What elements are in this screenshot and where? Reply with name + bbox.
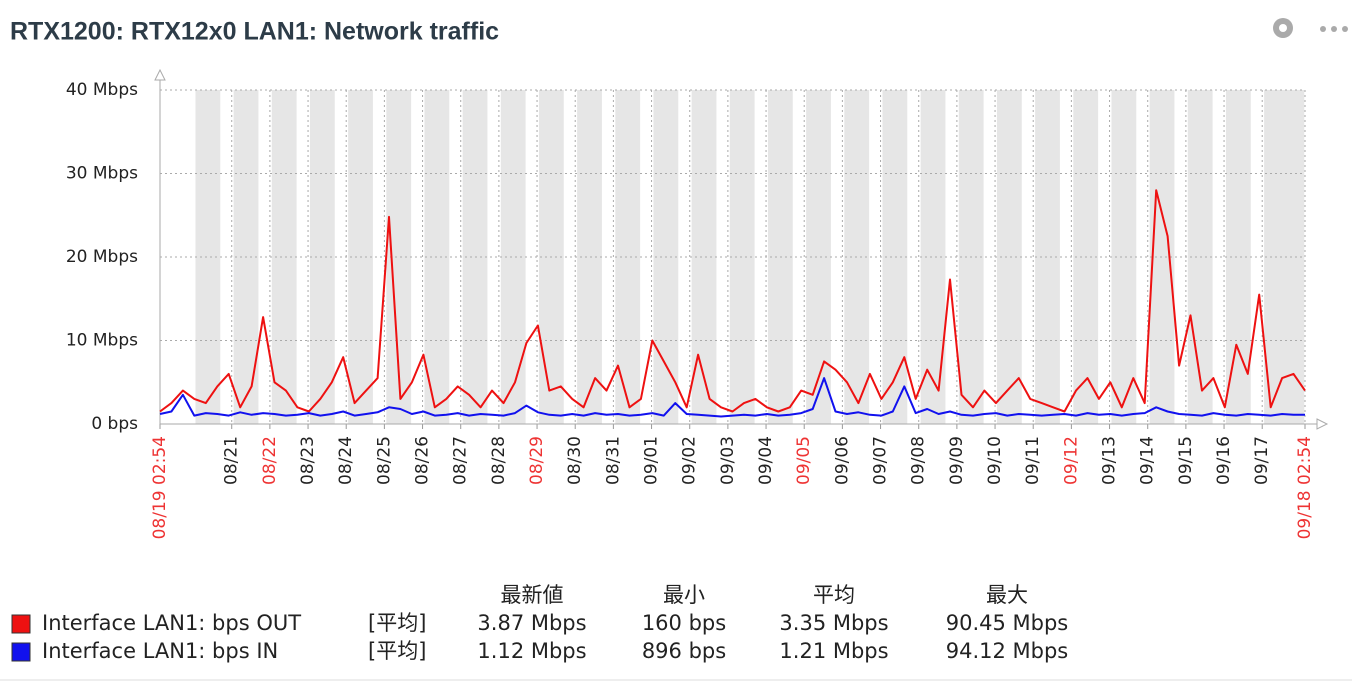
x-tick-label: 09/02 <box>680 436 700 485</box>
y-tick-label: 40 Mbps <box>66 80 138 100</box>
x-tick-label: 08/21 <box>222 436 242 485</box>
menu-icon[interactable] <box>1320 26 1348 32</box>
x-axis-arrow <box>1316 418 1329 430</box>
legend-stat: 3.35 Mbps <box>779 611 888 635</box>
legend-header: 最大 <box>986 583 1028 607</box>
x-tick-label: 08/29 <box>527 436 547 485</box>
gear-hole[interactable] <box>1279 24 1287 32</box>
x-tick-label: 08/26 <box>413 436 433 485</box>
y-tick-label: 30 Mbps <box>66 164 138 184</box>
legend-swatch <box>11 642 31 662</box>
legend-stat: 3.87 Mbps <box>477 611 586 635</box>
legend-stat: 1.21 Mbps <box>779 639 888 663</box>
legend-func: [平均] <box>368 639 426 663</box>
y-tick-label: 0 bps <box>91 414 138 434</box>
x-tick-label: 08/31 <box>603 436 623 485</box>
x-tick-label: 08/30 <box>565 436 585 485</box>
legend-swatch <box>11 614 31 634</box>
x-tick-label: 08/22 <box>260 436 280 485</box>
legend-label: Interface LAN1: bps IN <box>42 639 278 663</box>
legend-stat: 896 bps <box>642 639 726 663</box>
x-tick-label: 09/18 02:54 <box>1295 436 1315 539</box>
legend-stat: 94.12 Mbps <box>946 639 1069 663</box>
x-tick-label: 09/13 <box>1100 436 1120 485</box>
x-tick-label: 09/01 <box>642 436 662 485</box>
legend-stat: 1.12 Mbps <box>477 639 586 663</box>
legend-header: 平均 <box>813 583 855 607</box>
dot[interactable] <box>1342 26 1348 32</box>
legend-stat: 90.45 Mbps <box>946 611 1069 635</box>
x-tick-label: 09/05 <box>794 436 814 485</box>
x-tick-label: 09/15 <box>1176 436 1196 485</box>
legend-func: [平均] <box>368 611 426 635</box>
x-tick-label: 08/27 <box>451 436 471 485</box>
day-band <box>806 90 831 424</box>
x-tick-label: 09/11 <box>1023 436 1043 485</box>
legend-label: Interface LAN1: bps OUT <box>42 611 301 635</box>
x-tick-label: 09/07 <box>871 436 891 485</box>
y-tick-label: 20 Mbps <box>66 247 138 267</box>
dot[interactable] <box>1320 26 1326 32</box>
legend-header: 最新値 <box>501 583 564 607</box>
y-tick-label: 10 Mbps <box>66 331 138 351</box>
x-tick-label: 09/06 <box>832 436 852 485</box>
x-tick-label: 08/25 <box>374 436 394 485</box>
x-tick-label: 09/12 <box>1061 436 1081 485</box>
x-tick-label: 08/19 02:54 <box>150 436 170 539</box>
x-tick-label: 09/10 <box>985 436 1005 485</box>
x-tick-label: 09/08 <box>909 436 929 485</box>
series-line <box>159 377 1305 418</box>
dot[interactable] <box>1331 26 1337 32</box>
x-tick-label: 08/28 <box>489 436 509 485</box>
x-tick-label: 09/17 <box>1252 436 1272 485</box>
x-tick-label: 09/16 <box>1214 436 1234 485</box>
x-tick-label: 08/24 <box>336 436 356 485</box>
x-tick-label: 09/09 <box>947 436 967 485</box>
y-axis-arrow <box>154 68 166 81</box>
x-tick-label: 08/23 <box>298 436 318 485</box>
x-tick-label: 09/14 <box>1138 436 1158 485</box>
gear-icon[interactable] <box>1273 18 1293 38</box>
x-tick-label: 09/03 <box>718 436 738 485</box>
x-tick-label: 09/04 <box>756 436 776 485</box>
legend-stat: 160 bps <box>642 611 726 635</box>
widget-title: RTX1200: RTX12x0 LAN1: Network traffic <box>10 18 499 46</box>
series-line <box>159 189 1306 413</box>
legend-header: 最小 <box>663 583 705 607</box>
